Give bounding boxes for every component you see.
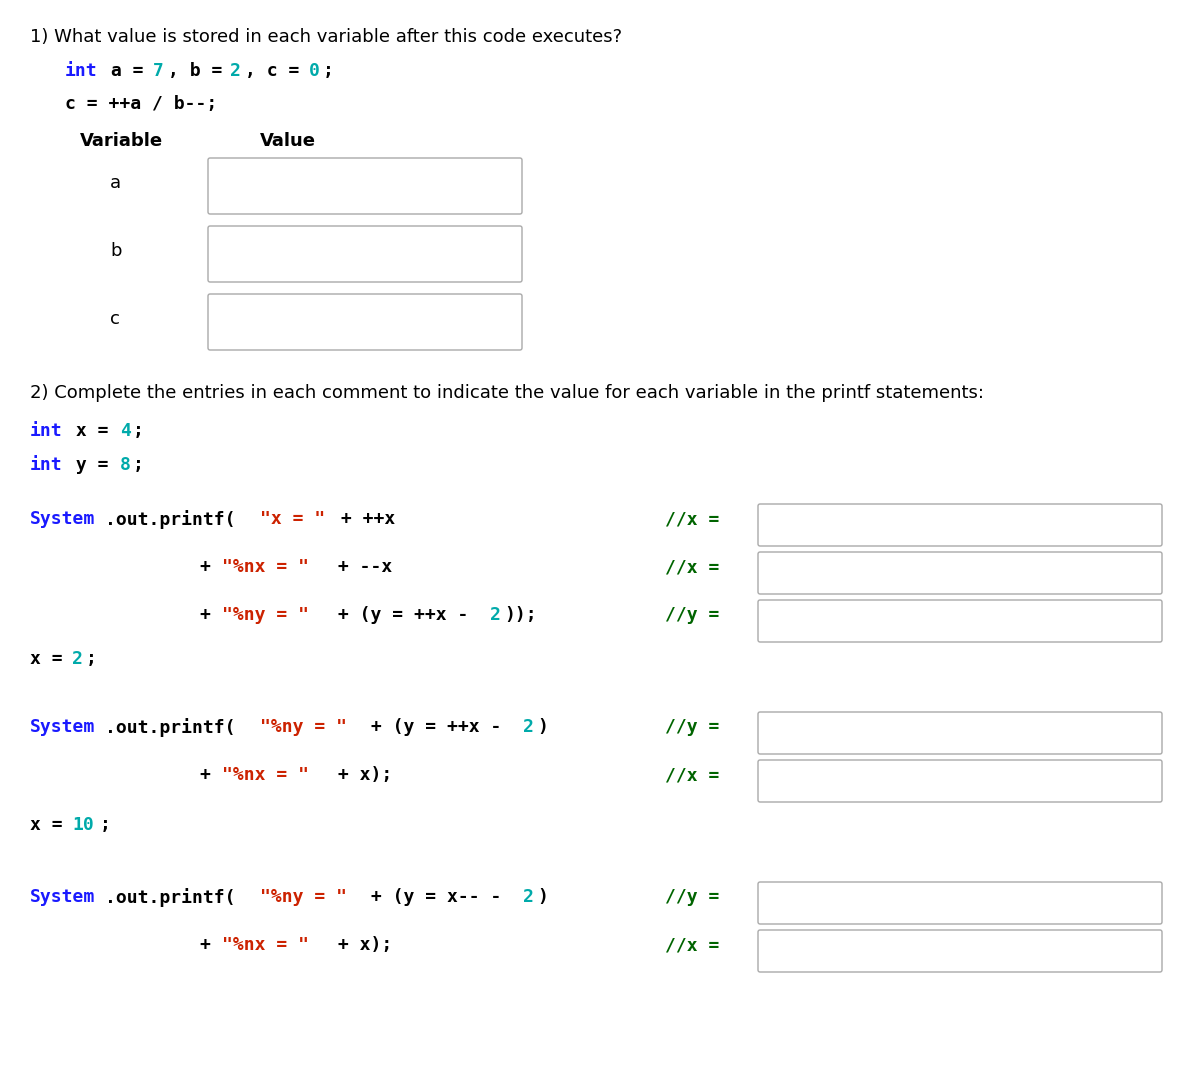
- FancyBboxPatch shape: [758, 600, 1162, 642]
- Text: , c =: , c =: [245, 62, 311, 80]
- Text: c = ++a / b--;: c = ++a / b--;: [65, 95, 217, 113]
- Text: +: +: [200, 936, 222, 954]
- Text: 8: 8: [120, 456, 131, 474]
- Text: +: +: [200, 558, 222, 576]
- Text: //x =: //x =: [665, 558, 719, 576]
- Text: "%nx = ": "%nx = ": [222, 766, 310, 784]
- Text: //x =: //x =: [665, 936, 719, 954]
- Text: //y =: //y =: [665, 888, 719, 906]
- Text: x =: x =: [30, 816, 73, 834]
- Text: 0: 0: [310, 62, 320, 80]
- FancyBboxPatch shape: [758, 552, 1162, 594]
- Text: //x =: //x =: [665, 510, 719, 528]
- Text: 2: 2: [490, 606, 500, 623]
- Text: ;: ;: [86, 650, 97, 668]
- Text: +: +: [200, 766, 222, 784]
- FancyBboxPatch shape: [208, 158, 522, 214]
- Text: 7: 7: [154, 62, 164, 80]
- Text: int: int: [65, 62, 97, 80]
- Text: , b =: , b =: [168, 62, 233, 80]
- Text: Value: Value: [260, 132, 316, 150]
- Text: System: System: [30, 888, 95, 906]
- FancyBboxPatch shape: [758, 712, 1162, 754]
- Text: + --x: + --x: [326, 558, 392, 576]
- Text: 1) What value is stored in each variable after this code executes?: 1) What value is stored in each variable…: [30, 28, 622, 46]
- Text: System: System: [30, 510, 95, 528]
- Text: .out.printf(: .out.printf(: [106, 510, 235, 529]
- Text: //y =: //y =: [665, 606, 719, 623]
- Text: "%ny = ": "%ny = ": [260, 718, 347, 736]
- Text: //x =: //x =: [665, 766, 719, 784]
- Text: 2: 2: [523, 718, 534, 736]
- Text: 2: 2: [72, 650, 83, 668]
- Text: 2: 2: [523, 888, 534, 906]
- Text: b: b: [110, 242, 121, 261]
- Text: "%ny = ": "%ny = ": [222, 606, 310, 623]
- Text: c: c: [110, 310, 120, 328]
- FancyBboxPatch shape: [758, 760, 1162, 802]
- Text: + ++x: + ++x: [330, 510, 395, 528]
- Text: .out.printf(: .out.printf(: [106, 888, 235, 907]
- Text: "%ny = ": "%ny = ": [260, 888, 347, 906]
- Text: Variable: Variable: [80, 132, 163, 150]
- Text: int: int: [30, 422, 62, 440]
- Text: System: System: [30, 718, 95, 736]
- Text: y =: y =: [65, 456, 119, 474]
- Text: x =: x =: [65, 422, 119, 440]
- Text: "%nx = ": "%nx = ": [222, 558, 310, 576]
- Text: + x);: + x);: [326, 936, 392, 954]
- Text: ;: ;: [133, 422, 144, 440]
- Text: 10: 10: [72, 816, 94, 834]
- FancyBboxPatch shape: [758, 930, 1162, 972]
- Text: ;: ;: [323, 62, 334, 80]
- Text: //y =: //y =: [665, 718, 719, 736]
- Text: + (y = ++x -: + (y = ++x -: [326, 606, 479, 623]
- Text: + (y = x-- -: + (y = x-- -: [360, 888, 512, 906]
- Text: "x = ": "x = ": [260, 510, 325, 528]
- Text: ;: ;: [133, 456, 144, 474]
- Text: int: int: [30, 456, 62, 474]
- Text: 4: 4: [120, 422, 131, 440]
- Text: x =: x =: [30, 650, 73, 668]
- Text: + x);: + x);: [326, 766, 392, 784]
- FancyBboxPatch shape: [208, 226, 522, 282]
- Text: .out.printf(: .out.printf(: [106, 718, 235, 737]
- Text: + (y = ++x -: + (y = ++x -: [360, 718, 512, 736]
- Text: ): ): [538, 718, 548, 736]
- Text: 2) Complete the entries in each comment to indicate the value for each variable : 2) Complete the entries in each comment …: [30, 384, 984, 402]
- FancyBboxPatch shape: [758, 504, 1162, 546]
- FancyBboxPatch shape: [758, 882, 1162, 924]
- Text: a =: a =: [100, 62, 155, 80]
- Text: "%nx = ": "%nx = ": [222, 936, 310, 954]
- Text: 2: 2: [230, 62, 241, 80]
- Text: a: a: [110, 174, 121, 192]
- FancyBboxPatch shape: [208, 294, 522, 350]
- Text: ));: ));: [504, 606, 536, 623]
- Text: ;: ;: [100, 816, 110, 834]
- Text: ): ): [538, 888, 548, 906]
- Text: +: +: [200, 606, 222, 623]
